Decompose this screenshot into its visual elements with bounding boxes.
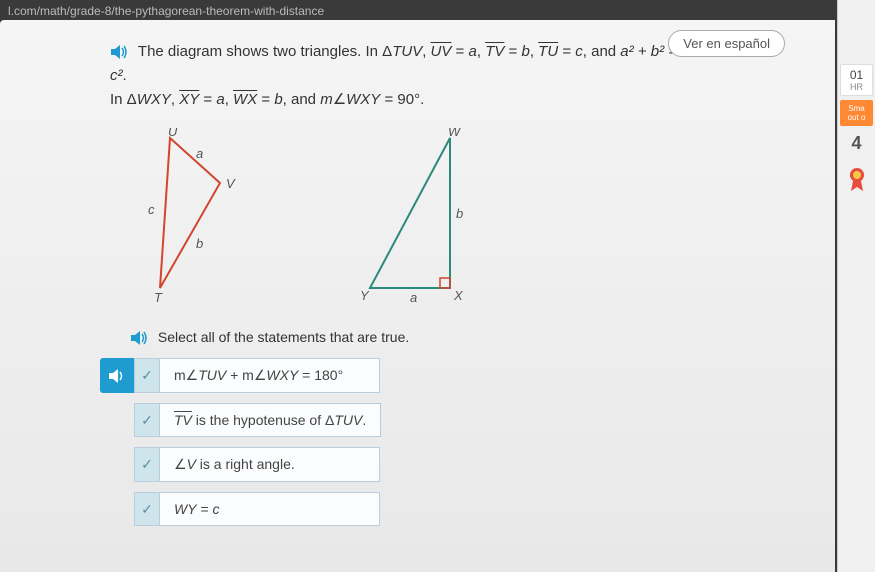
sidebar-smartscore: Sma out o	[840, 100, 873, 126]
speaker-icon[interactable]	[110, 44, 128, 60]
svg-text:V: V	[226, 176, 236, 191]
sidebar-score: 4	[840, 130, 873, 157]
svg-text:a: a	[196, 146, 203, 161]
problem-text-content: The diagram shows two triangles. In ΔTUV…	[110, 43, 677, 108]
option-row: ✓TV is the hypotenuse of ΔTUV.	[100, 403, 805, 437]
svg-text:a: a	[410, 290, 417, 305]
svg-text:c: c	[148, 202, 155, 217]
option-label[interactable]: ∠V is a right angle.	[160, 447, 380, 482]
svg-text:T: T	[154, 290, 163, 305]
options-list: ✓m∠TUV + m∠WXY = 180°✓TV is the hypotenu…	[100, 358, 805, 526]
option-label[interactable]: m∠TUV + m∠WXY = 180°	[160, 358, 380, 393]
option-row: ✓m∠TUV + m∠WXY = 180°	[100, 358, 805, 393]
url-bar: l.com/math/grade-8/the-pythagorean-theor…	[0, 0, 875, 22]
speaker-icon[interactable]	[130, 330, 148, 346]
option-checkbox[interactable]: ✓	[134, 492, 160, 526]
triangle-diagram: U V Ta b c W X Yb a	[140, 128, 805, 313]
svg-text:b: b	[196, 236, 203, 251]
option-checkbox[interactable]: ✓	[134, 358, 160, 393]
ribbon-icon	[840, 161, 873, 198]
select-prompt: Select all of the statements that are tr…	[130, 329, 805, 346]
svg-text:X: X	[453, 288, 464, 303]
svg-text:W: W	[448, 128, 462, 139]
sidebar: 01 HR Sma out o 4	[837, 0, 875, 572]
sidebar-timer: 01 HR	[840, 64, 873, 96]
svg-text:U: U	[168, 128, 178, 139]
option-label[interactable]: TV is the hypotenuse of ΔTUV.	[160, 403, 381, 437]
option-checkbox[interactable]: ✓	[134, 403, 160, 437]
option-label[interactable]: WY = c	[160, 492, 380, 526]
svg-text:Y: Y	[360, 288, 370, 303]
option-row: ✓WY = c	[100, 492, 805, 526]
speaker-button[interactable]	[100, 358, 134, 393]
language-button[interactable]: Ver en español	[668, 30, 785, 57]
svg-text:b: b	[456, 206, 463, 221]
option-checkbox[interactable]: ✓	[134, 447, 160, 482]
page-content: Ver en español The diagram shows two tri…	[0, 20, 835, 572]
option-row: ✓∠V is a right angle.	[100, 447, 805, 482]
